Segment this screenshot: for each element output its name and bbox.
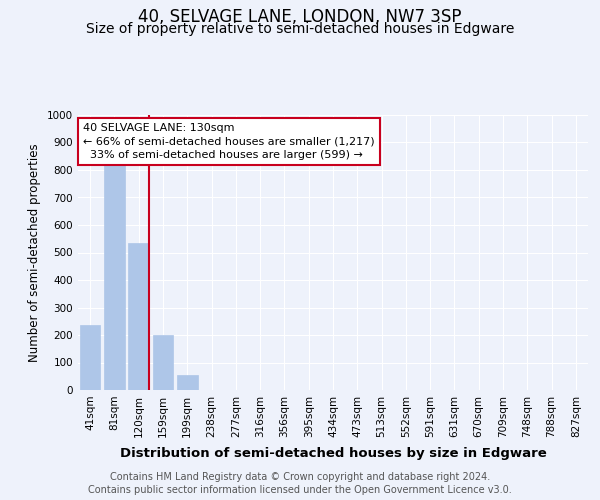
Y-axis label: Number of semi-detached properties: Number of semi-detached properties (28, 143, 41, 362)
Text: Contains HM Land Registry data © Crown copyright and database right 2024.: Contains HM Land Registry data © Crown c… (110, 472, 490, 482)
Bar (177, 375, 197, 390)
Bar (128, 243, 149, 390)
Text: Distribution of semi-detached houses by size in Edgware: Distribution of semi-detached houses by … (119, 448, 547, 460)
Bar (152, 336, 173, 390)
Text: Size of property relative to semi-detached houses in Edgware: Size of property relative to semi-detach… (86, 22, 514, 36)
Text: 40 SELVAGE LANE: 130sqm
← 66% of semi-detached houses are smaller (1,217)
  33% : 40 SELVAGE LANE: 130sqm ← 66% of semi-de… (83, 123, 375, 160)
Bar (80, 325, 100, 390)
Text: Contains public sector information licensed under the Open Government Licence v3: Contains public sector information licen… (88, 485, 512, 495)
Text: 40, SELVAGE LANE, LONDON, NW7 3SP: 40, SELVAGE LANE, LONDON, NW7 3SP (138, 8, 462, 26)
Bar (104, 164, 125, 390)
